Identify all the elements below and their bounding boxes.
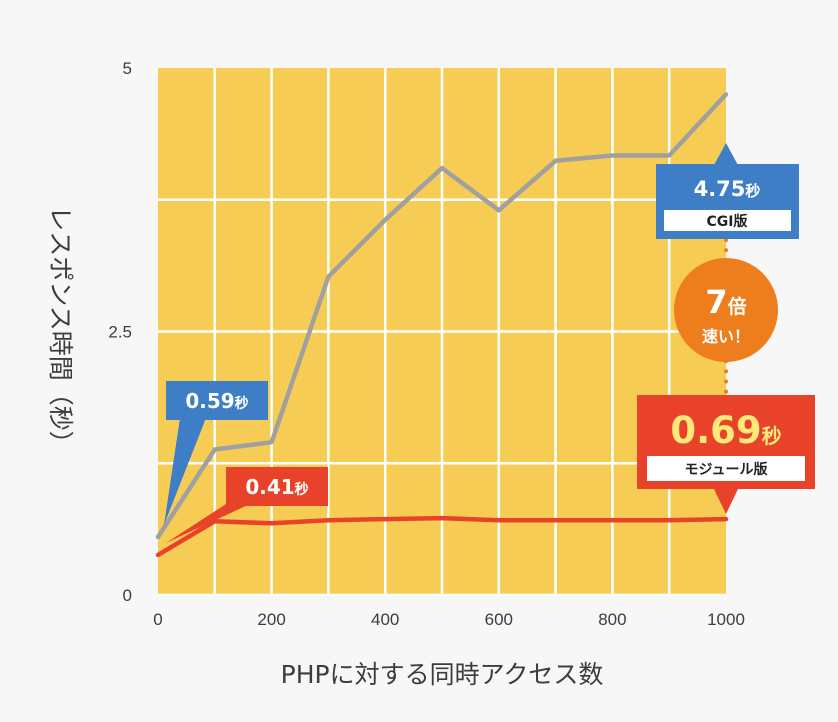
callout-cgi-right: 4.75秒 CGI版 xyxy=(656,143,799,239)
y-axis-title: レスポンス時間（秒） xyxy=(46,206,75,456)
x-tick-label: 1000 xyxy=(707,610,745,629)
callout-cgi-left-pointer xyxy=(164,418,206,525)
callout-module-right-pointer xyxy=(713,487,739,514)
callout-module-left-text: 0.41秒 xyxy=(245,475,308,499)
callout-module-right-text: 0.69秒 xyxy=(670,409,781,452)
callout-cgi-left-box xyxy=(166,381,268,420)
y-tick-label: 5 xyxy=(123,59,132,78)
callout-cgi-right-pointer xyxy=(713,143,739,167)
callout-cgi-left-value: 0.59 xyxy=(185,389,234,413)
callout-cgi-right-unit: 秒 xyxy=(745,182,760,200)
ratio-value: 7 xyxy=(705,283,727,321)
callout-module-right-unit: 秒 xyxy=(762,424,782,448)
x-tick-label: 200 xyxy=(257,610,285,629)
y-axis-ticks: 02.55 xyxy=(108,59,132,605)
callout-module-left-box xyxy=(226,467,328,506)
x-tick-label: 0 xyxy=(153,610,162,629)
callout-module-right-value: 0.69 xyxy=(670,409,761,452)
callout-cgi-right-value: 4.75 xyxy=(694,177,746,201)
callout-cgi-right-label: CGI版 xyxy=(707,213,748,230)
series-line-cgi xyxy=(155,92,729,540)
ratio-badge-text: 速い！ xyxy=(702,327,750,346)
callout-module-right-label: モジュール版 xyxy=(684,461,767,478)
series-line-module xyxy=(155,515,729,558)
x-axis-title: PHPに対する同時アクセス数 xyxy=(281,660,604,689)
x-tick-label: 600 xyxy=(485,610,513,629)
callout-cgi-left: 0.59秒 xyxy=(164,381,268,525)
callout-cgi-left-text: 0.59秒 xyxy=(185,389,248,413)
callout-module-left-unit: 秒 xyxy=(295,481,309,498)
callout-cgi-right-label-bg xyxy=(664,210,791,231)
callout-module-left-value: 0.41 xyxy=(245,475,294,499)
series-lines xyxy=(155,92,729,558)
ratio-badge-value: 7倍 xyxy=(705,283,746,321)
callout-module-left: 0.41秒 xyxy=(166,467,328,543)
y-tick-label: 0 xyxy=(123,586,132,605)
x-tick-label: 800 xyxy=(598,610,626,629)
callout-module-right-label-bg xyxy=(647,456,805,481)
x-axis-ticks: 0 200 400 600 800 1000 xyxy=(153,610,745,629)
ratio-badge: 7倍 速い！ xyxy=(674,258,778,362)
ratio-badge-circle xyxy=(674,258,778,362)
callout-module-right: 0.69秒 モジュール版 xyxy=(637,395,815,514)
callout-cgi-left-unit: 秒 xyxy=(235,395,249,412)
ratio-unit: 倍 xyxy=(728,295,747,318)
y-tick-label: 2.5 xyxy=(108,323,132,342)
x-tick-label: 400 xyxy=(371,610,399,629)
callout-module-left-pointer xyxy=(166,504,250,543)
callout-cgi-right-text: 4.75秒 xyxy=(694,177,761,201)
